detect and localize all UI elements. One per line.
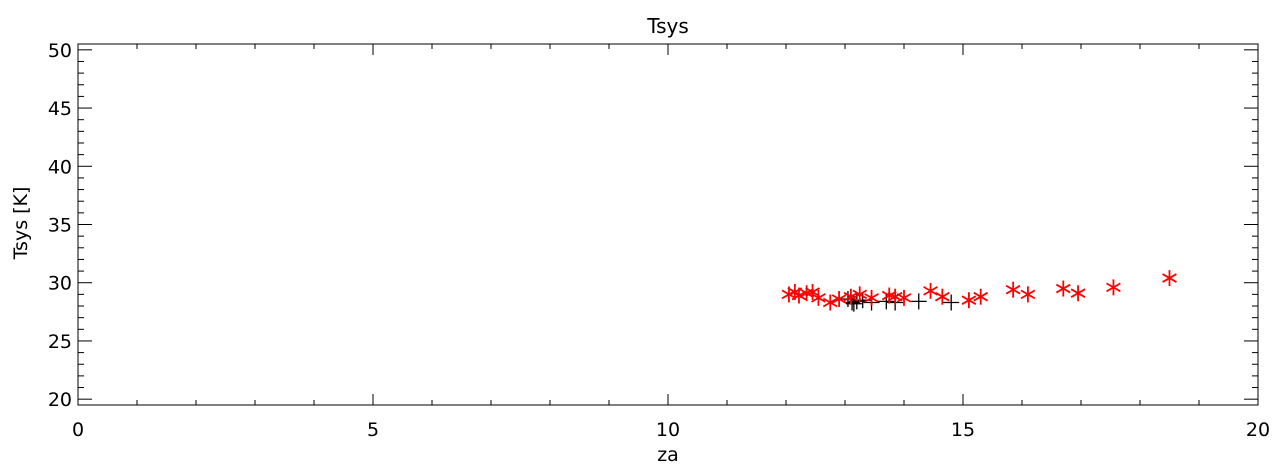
asterisk-marker	[831, 291, 847, 308]
asterisk-marker	[822, 294, 838, 311]
y-axis-label: Tsys [K]	[10, 187, 32, 261]
y-tick-label: 30	[48, 273, 72, 295]
asterisk-marker	[1070, 285, 1086, 302]
asterisk-marker	[852, 286, 868, 303]
y-tick-label: 25	[48, 331, 72, 353]
y-tick-label: 35	[48, 215, 72, 237]
chart-title: Tsys	[646, 14, 689, 38]
y-tick-label: 50	[48, 40, 72, 62]
asterisk-marker	[1020, 286, 1036, 303]
x-tick-label: 0	[72, 419, 84, 441]
x-tick-label: 20	[1246, 419, 1270, 441]
x-tick-label: 5	[367, 419, 379, 441]
asterisk-marker	[791, 287, 807, 304]
asterisk-marker	[805, 284, 820, 301]
asterisk-marker	[1106, 279, 1121, 296]
asterisk-marker	[1162, 270, 1177, 287]
y-tick-label: 45	[48, 98, 72, 120]
plus-marker	[910, 293, 927, 310]
x-tick-label: 10	[656, 419, 680, 441]
asterisk-marker	[934, 288, 950, 305]
asterisk-marker	[1005, 281, 1021, 298]
asterisk-marker	[864, 289, 879, 306]
asterisk-marker	[843, 288, 859, 305]
axes: 0 5 10 15 20 20 25 30 35 40 45 50	[48, 40, 1270, 441]
data-points	[781, 270, 1177, 312]
x-axis-label: za	[657, 444, 679, 464]
asterisk-marker	[961, 292, 977, 309]
plus-marker	[878, 293, 895, 310]
y-tick-label: 40	[48, 156, 72, 178]
x-tick-label: 15	[951, 419, 975, 441]
plus-marker	[943, 294, 960, 311]
plot-frame	[77, 43, 1259, 406]
y-tick-label: 20	[48, 389, 72, 411]
asterisk-marker	[811, 289, 826, 306]
asterisk-marker	[923, 282, 938, 299]
asterisk-marker	[973, 288, 989, 305]
asterisk-marker	[1055, 280, 1071, 297]
asterisk-marker	[896, 289, 912, 306]
